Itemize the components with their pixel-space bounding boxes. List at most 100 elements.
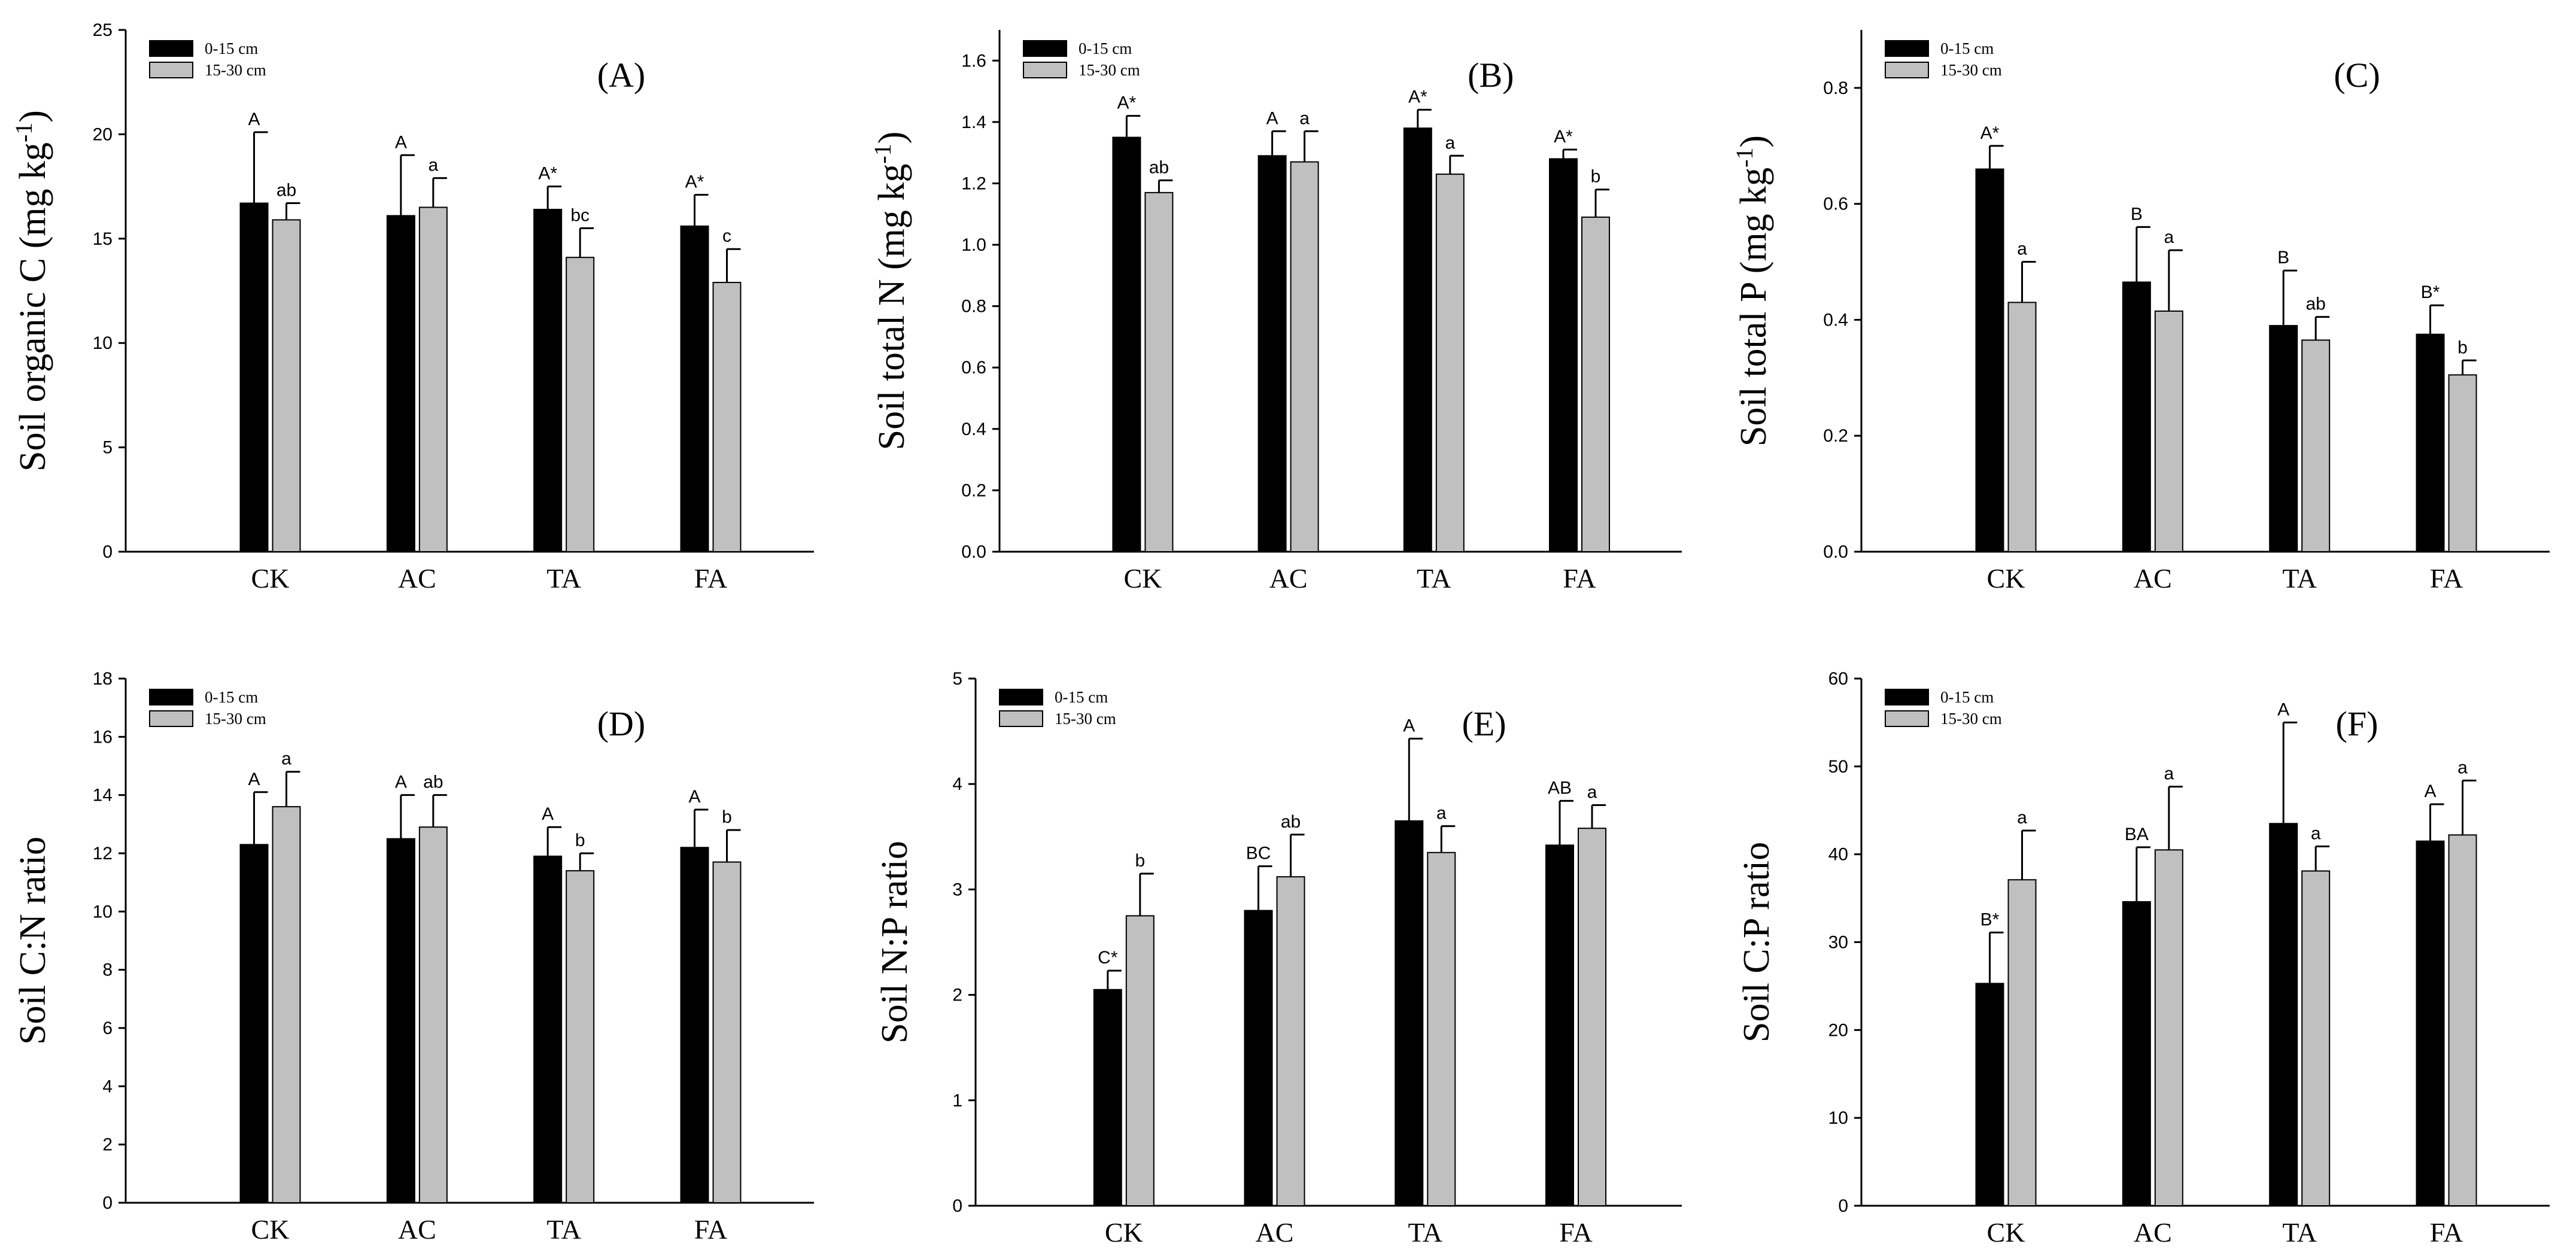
significance-label: ab — [1149, 157, 1169, 177]
legend-label-15-30: 15-30 cm — [1940, 710, 2002, 728]
x-tick-label: TA — [546, 563, 581, 594]
chart-panel-5: 0 1 2 3 4 5 Soil N:P ratio CK C* b AC BC ab TA Aa FA AB a… — [874, 669, 1682, 1248]
y-tick-label: 20 — [1828, 1020, 1848, 1040]
legend-label-0-15: 0-15 cm — [1055, 688, 1108, 706]
legend-swatch-0-15 — [1885, 40, 1929, 57]
x-tick-label: TA — [1417, 563, 1451, 594]
legend-swatch-15-30 — [1885, 710, 1929, 727]
legend-swatch-15-30 — [1885, 62, 1929, 78]
y-tick-label: 5 — [102, 438, 113, 458]
bar — [272, 219, 301, 552]
legend-label-15-30: 15-30 cm — [205, 61, 266, 79]
y-axis-label-group: Soil organic C (mg kg-1) — [10, 110, 54, 472]
y-tick-label: 2 — [952, 986, 962, 1005]
significance-label: BC — [1246, 844, 1271, 863]
x-tick-label: TA — [1408, 1217, 1442, 1248]
significance-label: A* — [1408, 87, 1427, 107]
bar — [1290, 161, 1319, 552]
x-tick-label: FA — [2430, 1217, 2463, 1248]
bar — [2269, 823, 2298, 1206]
y-axis-label: Soil total P (mg kg-1) — [1731, 135, 1775, 446]
bar — [533, 855, 563, 1204]
x-tick-label: TA — [2282, 563, 2317, 594]
panel-label: (B) — [1468, 56, 1514, 95]
y-tick-label: 30 — [1828, 933, 1848, 953]
y-tick-label: 60 — [1828, 669, 1848, 689]
y-tick-label: 10 — [93, 902, 113, 922]
bar — [2007, 302, 2037, 552]
significance-label: b — [1591, 167, 1601, 187]
bar — [1244, 910, 1273, 1206]
significance-label: ab — [1281, 812, 1301, 832]
bar — [1549, 158, 1578, 552]
bar — [2154, 849, 2183, 1206]
significance-label: a — [1299, 108, 1310, 128]
bar — [2301, 339, 2331, 552]
bar — [386, 215, 415, 552]
legend-label-0-15: 0-15 cm — [1079, 39, 1132, 57]
bar — [2416, 333, 2445, 553]
panel-label: (F) — [2336, 704, 2378, 743]
bar — [418, 206, 448, 553]
panel-label: (E) — [1462, 704, 1506, 743]
y-axis-label: Soil N:P ratio — [874, 841, 915, 1044]
significance-label: A* — [538, 164, 557, 184]
significance-label: b — [722, 807, 732, 827]
bar — [1545, 844, 1574, 1206]
significance-label: A — [395, 132, 407, 152]
y-tick-label: 0.0 — [1823, 542, 1848, 562]
y-tick-label: 0.2 — [961, 481, 986, 500]
bar — [2269, 325, 2298, 553]
significance-label: ab — [2305, 294, 2325, 314]
bar — [533, 208, 563, 552]
y-tick-label: 1.0 — [961, 235, 986, 255]
significance-label: C* — [1098, 948, 1118, 968]
significance-label: bc — [570, 205, 590, 225]
significance-label: A* — [1554, 127, 1573, 147]
y-tick-label: 1.6 — [961, 51, 986, 71]
significance-label: A* — [685, 172, 704, 192]
y-axis-label-group: Soil total N (mg kg-1) — [869, 132, 913, 451]
bar — [2007, 879, 2037, 1206]
bar — [566, 257, 595, 552]
significance-label: a — [2311, 823, 2321, 843]
x-tick-label: CK — [251, 563, 290, 594]
significance-label: a — [2017, 808, 2027, 828]
chart-panel-6: 0 10 20 30 40 50 60 Soil C:P ratio CK B* a AC BA a TA A… — [1736, 669, 2550, 1248]
significance-label: a — [428, 156, 438, 175]
bar — [1395, 820, 1424, 1206]
y-tick-label: 0 — [952, 1196, 962, 1216]
significance-label: A* — [1117, 93, 1137, 113]
bar — [566, 870, 595, 1203]
x-tick-label: FA — [1563, 563, 1596, 594]
y-tick-label: 4 — [952, 774, 962, 794]
significance-label: A — [1403, 716, 1415, 735]
significance-label: a — [2457, 758, 2468, 777]
y-tick-label: 0 — [102, 542, 113, 562]
y-tick-label: 1.4 — [961, 112, 986, 132]
bar — [2154, 310, 2183, 553]
y-tick-label: 8 — [102, 960, 113, 980]
x-tick-label: FA — [694, 563, 727, 594]
significance-label: a — [1587, 782, 1597, 802]
y-tick-label: 0.8 — [961, 297, 986, 317]
bar — [1427, 852, 1456, 1207]
chart-panel-1: 0 5 10 15 20 25 Soil organic C (mg kg-1) CK Aab A… — [10, 20, 814, 594]
x-tick-label: AC — [1269, 563, 1308, 594]
bar — [1975, 168, 2004, 552]
legend-label-15-30: 15-30 cm — [1055, 710, 1116, 728]
legend-label-15-30: 15-30 cm — [1940, 61, 2002, 79]
legend-label-0-15: 0-15 cm — [1940, 688, 1994, 706]
bar — [2448, 374, 2477, 552]
significance-label: A* — [1980, 123, 2000, 143]
y-tick-label: 4 — [102, 1076, 113, 1096]
x-tick-label: AC — [398, 1214, 436, 1245]
significance-label: A — [248, 110, 260, 129]
legend-swatch-0-15 — [999, 689, 1043, 705]
legend-swatch-15-30 — [149, 710, 193, 727]
bar — [239, 844, 269, 1203]
y-tick-label: 0.4 — [961, 419, 986, 439]
bar — [1435, 174, 1465, 553]
significance-label: a — [2164, 764, 2174, 784]
